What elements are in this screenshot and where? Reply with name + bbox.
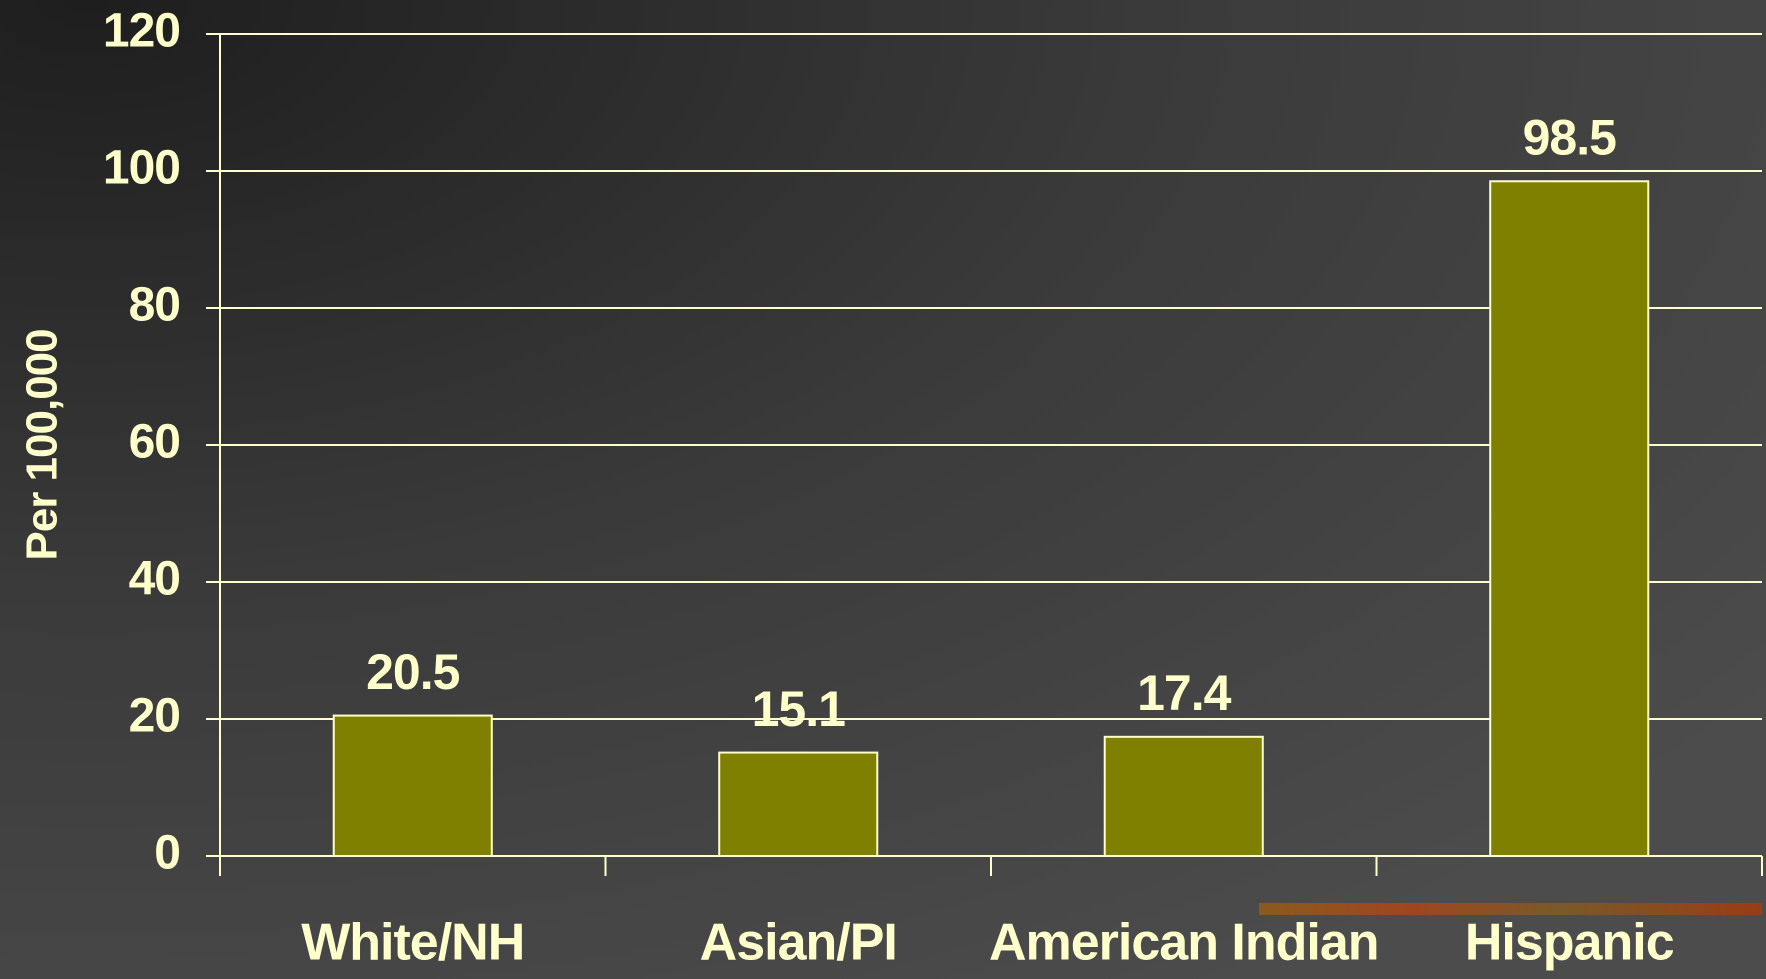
- x-tick-label: Asian/PI: [700, 914, 897, 972]
- data-label: 98.5: [1523, 109, 1617, 165]
- data-label: 15.1: [752, 681, 846, 737]
- y-tick-label: 60: [129, 416, 180, 469]
- y-tick-label: 100: [103, 142, 180, 195]
- y-tick-label: 0: [154, 827, 180, 880]
- y-tick-label: 20: [129, 690, 180, 743]
- x-tick-label: Hispanic: [1465, 914, 1674, 972]
- bar: [332, 714, 493, 858]
- y-tick-label: 80: [129, 279, 180, 332]
- bar: [1489, 180, 1650, 857]
- bar: [718, 751, 879, 857]
- x-tick-label: White/NH: [301, 914, 524, 972]
- decorative-strip: [1259, 903, 1762, 915]
- y-tick-label: 40: [129, 553, 180, 606]
- data-label: 20.5: [366, 644, 460, 700]
- x-tick-label: American Indian: [989, 914, 1379, 972]
- data-label: 17.4: [1137, 665, 1232, 721]
- y-tick-label: 120: [103, 5, 180, 58]
- bar: [1103, 735, 1264, 857]
- y-axis-label: Per 100,000: [18, 329, 67, 560]
